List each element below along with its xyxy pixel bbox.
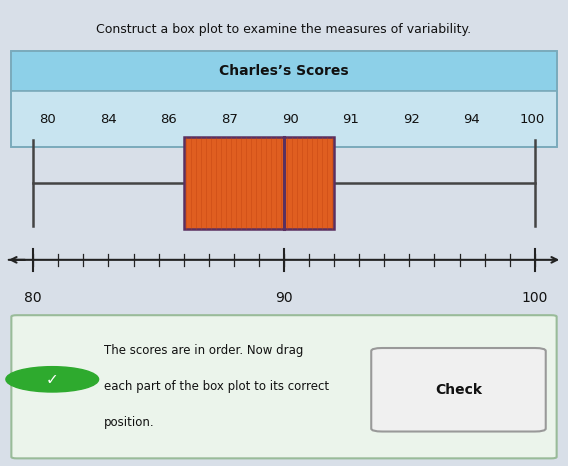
Text: 86: 86	[161, 113, 177, 125]
Text: 84: 84	[100, 113, 116, 125]
Text: each part of the box plot to its correct: each part of the box plot to its correct	[104, 380, 329, 393]
Bar	[11, 91, 557, 147]
Text: Construct a box plot to examine the measures of variability.: Construct a box plot to examine the meas…	[97, 23, 471, 35]
Text: 80: 80	[39, 113, 56, 125]
Text: Charles’s Scores: Charles’s Scores	[219, 64, 349, 78]
Text: 100: 100	[521, 291, 548, 305]
Circle shape	[6, 367, 99, 392]
FancyBboxPatch shape	[11, 315, 557, 459]
Text: 92: 92	[403, 113, 420, 125]
Text: 100: 100	[520, 113, 545, 125]
Bar	[183, 137, 334, 229]
Text: 90: 90	[275, 291, 293, 305]
Text: ✓: ✓	[46, 372, 59, 387]
Text: 90: 90	[282, 113, 298, 125]
Text: Check: Check	[435, 383, 482, 397]
Text: 91: 91	[342, 113, 359, 125]
Text: position.: position.	[104, 416, 154, 429]
Text: 94: 94	[463, 113, 480, 125]
Text: 80: 80	[24, 291, 42, 305]
FancyBboxPatch shape	[371, 348, 546, 432]
Text: The scores are in order. Now drag: The scores are in order. Now drag	[104, 344, 303, 357]
Bar	[11, 51, 557, 91]
Text: 87: 87	[221, 113, 238, 125]
